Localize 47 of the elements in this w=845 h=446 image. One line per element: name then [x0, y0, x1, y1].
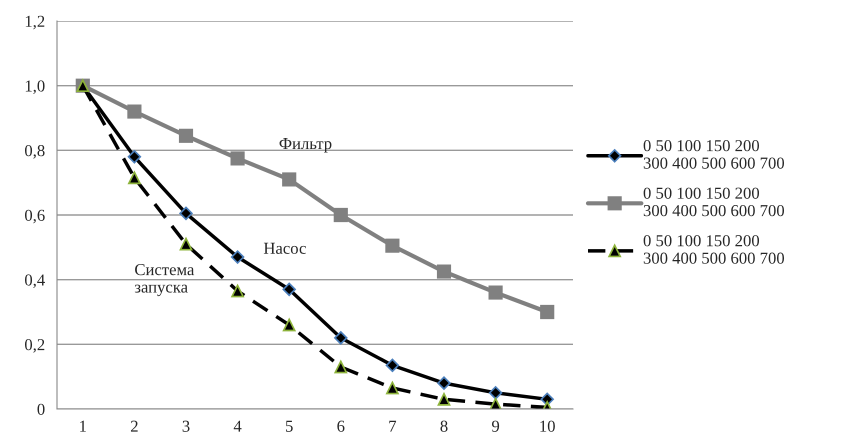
point — [128, 171, 141, 184]
annotation: Фильтр — [280, 138, 332, 153]
annotation: Насос — [264, 242, 306, 254]
point — [180, 238, 192, 250]
legend-label: 0 50 100 150 200 300 400 500 600 700 — [644, 235, 784, 264]
x-tick-label: 3 — [182, 420, 190, 432]
point — [540, 304, 554, 320]
point — [386, 358, 400, 372]
y-tick-label: 0 — [37, 404, 45, 415]
legend-label: 0 50 100 150 200 300 400 500 600 700 — [644, 140, 784, 169]
x-tick-label: 4 — [234, 420, 242, 432]
point — [334, 331, 348, 345]
point — [334, 360, 348, 374]
point — [385, 238, 400, 253]
point — [488, 286, 503, 300]
x-tick-label: 10 — [540, 420, 555, 432]
point — [230, 250, 244, 264]
point — [386, 382, 399, 394]
legend-label: 0 50 100 150 200 300 400 500 600 700 — [644, 188, 784, 216]
x-tick-label: 5 — [286, 420, 293, 432]
point — [488, 386, 502, 400]
x-tick-label: 9 — [492, 420, 500, 432]
y-tick-label: 0,4 — [24, 274, 45, 288]
y-tick-label: 0,8 — [24, 145, 45, 159]
y-tick-label: 0,6 — [24, 210, 45, 224]
x-tick-label: 1 — [80, 420, 86, 432]
point — [128, 150, 142, 164]
x-tick-label: 7 — [389, 420, 396, 432]
point — [334, 208, 348, 222]
point — [282, 282, 296, 296]
x-tick-label: 2 — [130, 420, 138, 432]
y-tick-label: 1,2 — [26, 16, 44, 30]
point — [230, 151, 245, 166]
point — [436, 264, 452, 279]
point — [282, 172, 296, 187]
point — [178, 128, 194, 143]
point — [179, 206, 193, 220]
point — [127, 104, 142, 119]
point — [231, 284, 244, 298]
y-tick-label: 1,0 — [26, 80, 45, 94]
y-tick-label: 0,2 — [24, 339, 44, 353]
point — [438, 392, 450, 406]
x-tick-label: 6 — [337, 420, 344, 432]
x-tick-label: 8 — [440, 420, 448, 432]
point — [282, 318, 296, 332]
point — [437, 376, 451, 390]
annotation: Система запуска — [134, 264, 194, 296]
